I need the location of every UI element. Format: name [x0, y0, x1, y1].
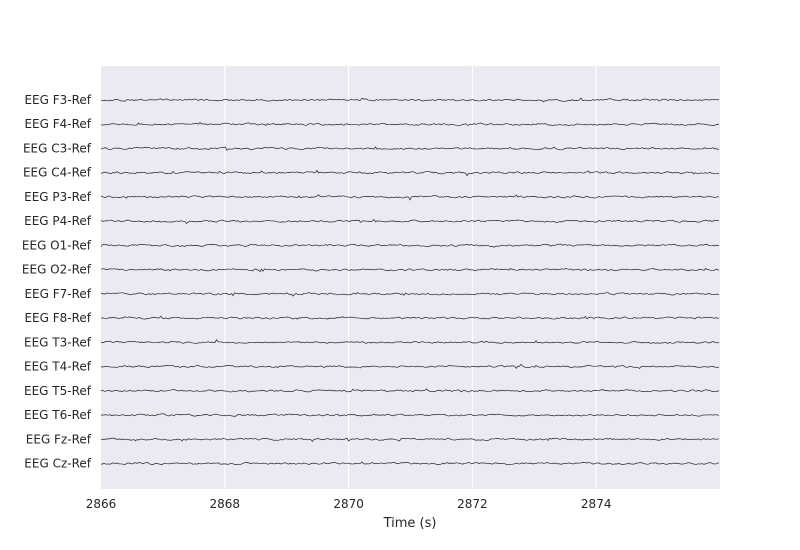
x-tick-label: 2874: [581, 497, 612, 511]
channel-label: EEG T6-Ref: [24, 408, 92, 422]
eeg-trace: [100, 169, 720, 177]
traces: [100, 97, 720, 465]
channel-labels: EEG F3-Ref EEG F4-Ref EEG C3-Ref EEG C4-Ref…: [22, 93, 92, 471]
eeg-trace: [100, 363, 720, 369]
eeg-trace: [100, 194, 720, 201]
eeg-trace: [100, 267, 720, 273]
channel-label: EEG C3-Ref: [23, 141, 92, 155]
channel-label: EEG P3-Ref: [24, 190, 92, 204]
eeg-trace: [100, 339, 720, 344]
eeg-trace: [100, 315, 720, 320]
eeg-trace: [100, 292, 720, 297]
eeg-trace: [100, 461, 720, 465]
eeg-trace: [100, 413, 720, 417]
eeg-trace: [100, 219, 720, 224]
channel-label: EEG T5-Ref: [24, 384, 92, 398]
channel-label: EEG O2-Ref: [22, 263, 92, 277]
eeg-trace: [100, 97, 720, 103]
channel-label: EEG F3-Ref: [24, 93, 91, 107]
x-tick-label: 2870: [333, 497, 364, 511]
x-tick-label: 2872: [457, 497, 488, 511]
channel-label: EEG F4-Ref: [24, 117, 91, 131]
channel-label: EEG P4-Ref: [24, 214, 92, 228]
channel-label: EEG T3-Ref: [24, 335, 92, 349]
channel-label: EEG F8-Ref: [24, 311, 91, 325]
plot-area: [101, 66, 720, 489]
channel-label: EEG Fz-Ref: [26, 432, 92, 446]
x-tick-label: 2866: [86, 497, 117, 511]
grid-lines: [224, 66, 597, 489]
eeg-trace: [100, 243, 720, 248]
channel-label: EEG Cz-Ref: [24, 457, 91, 471]
eeg-trace: [100, 121, 720, 127]
x-axis-title: Time (s): [383, 516, 437, 531]
x-tick-labels: 2866 2868 2870 2872 2874: [86, 497, 612, 511]
channel-label: EEG O1-Ref: [22, 238, 92, 252]
eeg-trace: [100, 146, 720, 151]
eeg-trace: [100, 388, 720, 393]
channel-label: EEG T4-Ref: [24, 360, 92, 374]
channel-label: EEG C4-Ref: [23, 166, 92, 180]
x-tick-label: 2868: [210, 497, 241, 511]
channel-label: EEG F7-Ref: [24, 287, 91, 301]
eeg-trace: [100, 437, 720, 443]
